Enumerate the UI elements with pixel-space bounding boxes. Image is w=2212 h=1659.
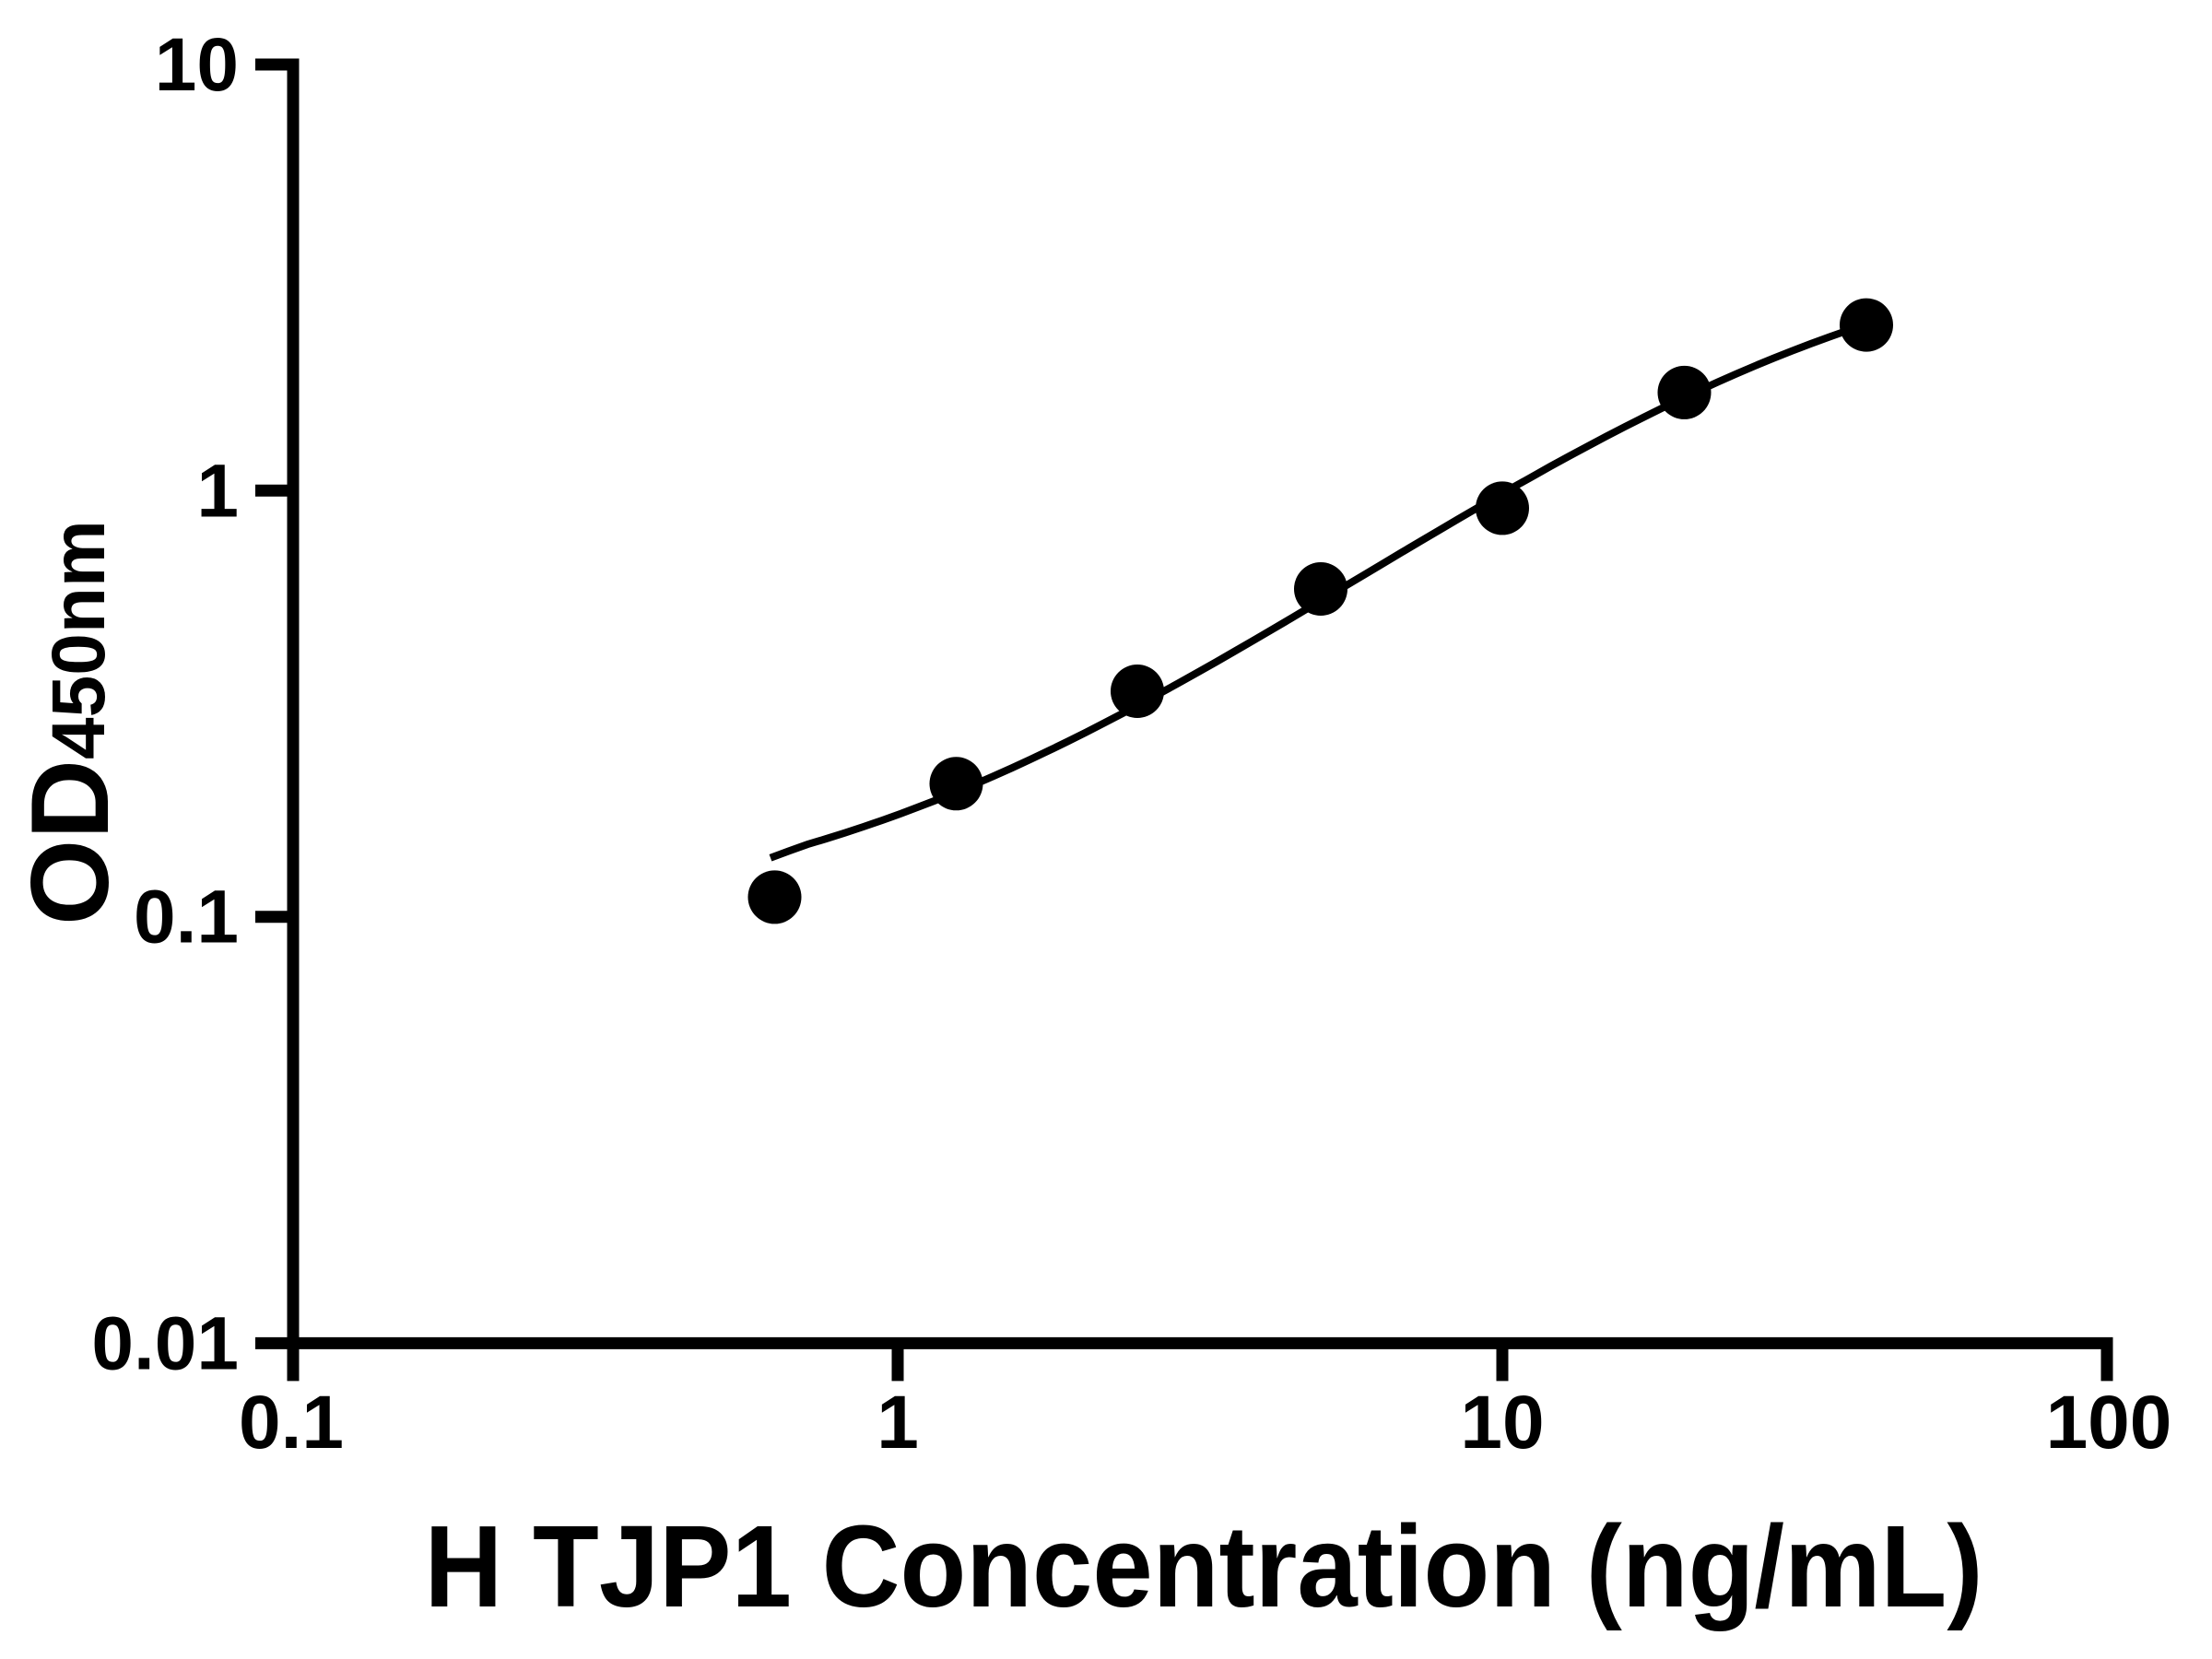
- svg-text:10: 10: [155, 23, 239, 107]
- svg-text:1: 1: [196, 449, 239, 533]
- svg-text:0.01: 0.01: [91, 1301, 239, 1385]
- svg-text:0.1: 0.1: [134, 876, 239, 959]
- svg-text:0.1: 0.1: [239, 1381, 344, 1465]
- svg-text:1: 1: [877, 1381, 919, 1465]
- svg-text:10: 10: [1460, 1381, 1544, 1465]
- svg-text:H TJP1 Concentration (ng/mL): H TJP1 Concentration (ng/mL): [425, 1501, 1983, 1631]
- svg-text:100: 100: [2046, 1381, 2172, 1465]
